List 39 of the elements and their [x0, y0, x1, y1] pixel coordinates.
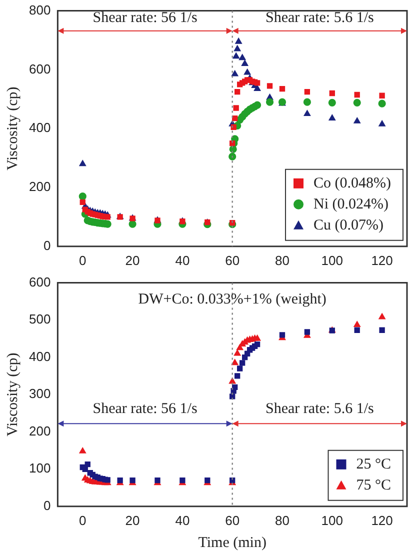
x-tick-label: 0: [79, 252, 86, 268]
annotation: Shear rate: 56 1/s: [92, 10, 198, 26]
annotation: Shear rate: 5.6 1/s: [266, 10, 374, 26]
y-tick-label: 600: [28, 274, 51, 290]
legend-label: Cu (0.07%): [314, 217, 384, 234]
y-tick-label: 0: [43, 238, 51, 253]
x-tick-label: 60: [225, 252, 240, 268]
legend-label: Co (0.048%): [314, 175, 392, 192]
annotation: Shear rate: 56 1/s: [92, 401, 198, 418]
y-tick-label: 100: [28, 460, 51, 476]
y-tick-label: 200: [28, 423, 51, 438]
x-tick-label: 20: [125, 252, 140, 268]
y-axis-title: Viscosity (cp): [4, 86, 21, 170]
y-tick-label: 300: [28, 386, 51, 402]
y-tick-label: 400: [28, 120, 51, 136]
x-tick-label: 120: [371, 512, 393, 528]
y-axis-title: Viscosity (cp): [4, 352, 21, 436]
x-tick-label: 20: [125, 512, 140, 528]
legend-label: 25 °C: [356, 456, 392, 472]
y-tick-label: 500: [28, 312, 51, 327]
y-tick-label: 0: [43, 498, 51, 513]
x-tick-label: 60: [225, 512, 240, 528]
legend-label: Ni (0.024%): [314, 196, 389, 212]
x-tick-label: 40: [175, 512, 190, 528]
legend-label: 75 °C: [356, 477, 392, 494]
y-tick-label: 600: [28, 61, 51, 76]
x-tick-label: 120: [371, 252, 393, 268]
y-tick-label: 400: [28, 348, 51, 364]
x-axis-title: Time (min): [198, 534, 266, 551]
y-tick-label: 200: [28, 179, 51, 194]
y-tick-label: 800: [28, 2, 51, 18]
x-tick-label: 100: [321, 252, 343, 268]
x-tick-label: 80: [275, 512, 290, 528]
annotation: DW+Co: 0.033%+1% (weight): [138, 292, 326, 308]
x-tick-label: 40: [175, 252, 190, 268]
annotation: Shear rate: 5.6 1/s: [266, 401, 374, 418]
x-tick-label: 80: [275, 252, 290, 268]
x-tick-label: 0: [79, 512, 86, 528]
x-tick-label: 100: [321, 512, 343, 528]
